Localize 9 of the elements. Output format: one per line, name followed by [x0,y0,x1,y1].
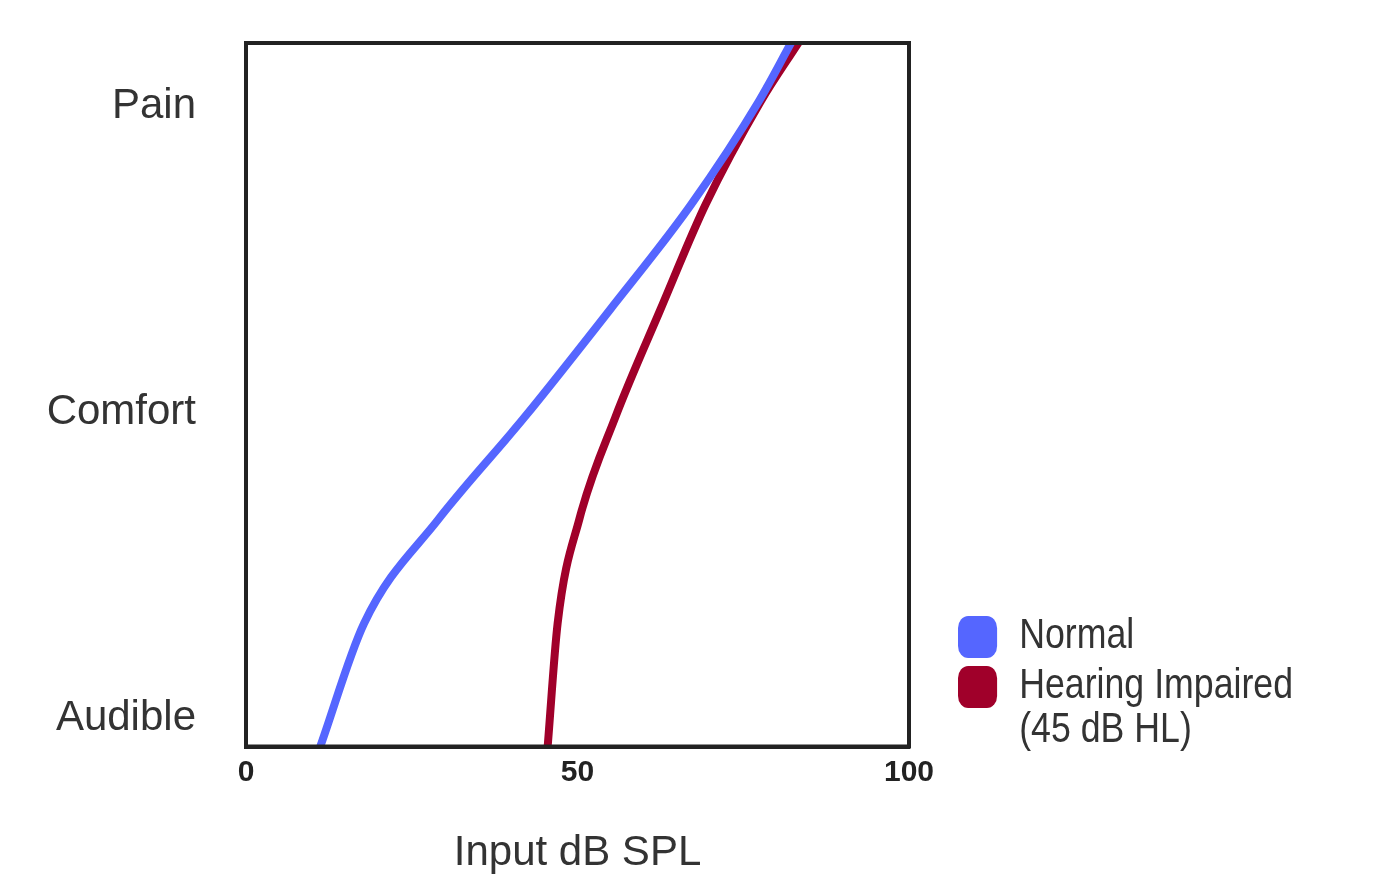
x-tick-label: 50 [560,753,595,787]
text: Audible [55,692,196,740]
legend-label: Hearing Impaired (45 dB HL) [1019,660,1295,751]
x-tick-label: 0 [237,753,255,787]
text: Pain [111,79,196,127]
legend-label: Normal [1019,610,1136,657]
x-tick-label: 100 [883,753,935,787]
text: Comfort [46,385,197,433]
x-axis-title: Input dB SPL [453,827,702,875]
